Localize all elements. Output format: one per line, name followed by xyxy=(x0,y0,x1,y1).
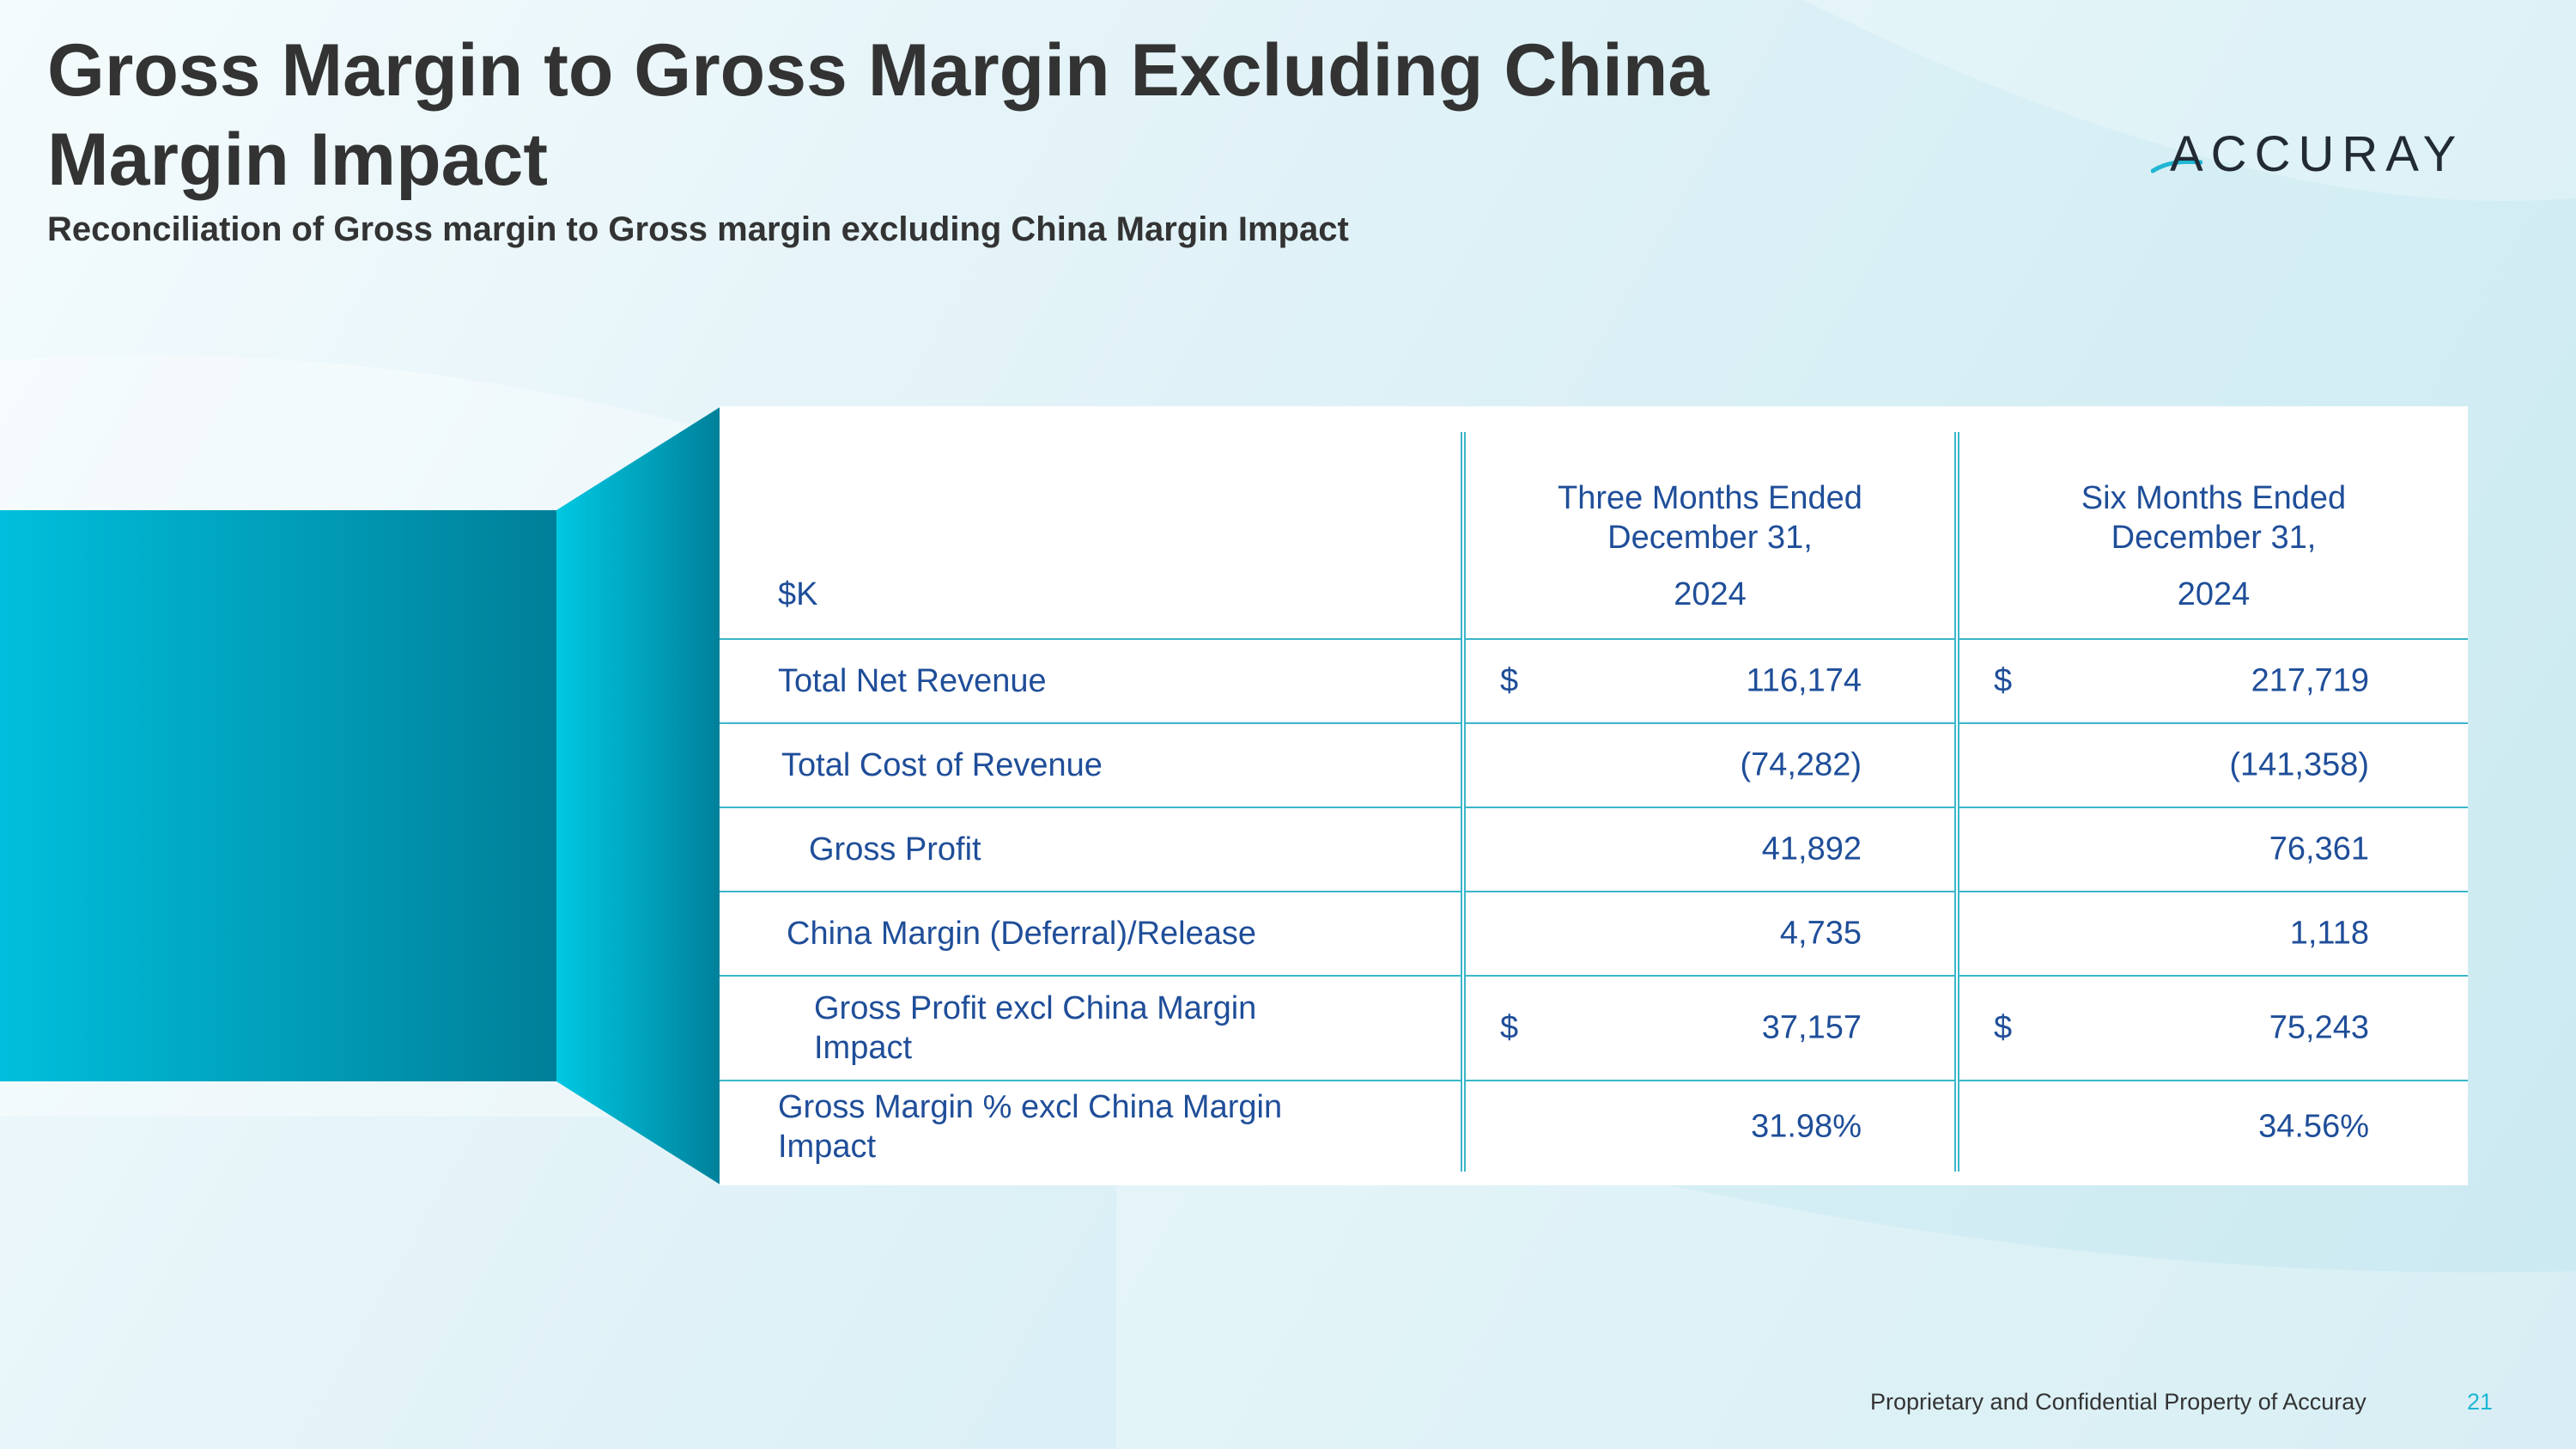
reconciliation-table: $K Three Months Ended December 31, 2024 … xyxy=(720,432,2468,1172)
value-cell: $ 217,719 xyxy=(1954,638,2468,723)
page-title: Gross Margin to Gross Margin Excluding C… xyxy=(47,29,1710,201)
value-cell: 1,118 xyxy=(1954,891,2468,976)
page-number: 21 xyxy=(2467,1389,2494,1415)
value: 75,243 xyxy=(2269,1009,2369,1046)
table-row: Gross Profit 41,892 76,361 xyxy=(720,807,2468,892)
unit-label: $K xyxy=(778,576,818,612)
value: (141,358) xyxy=(2229,746,2369,783)
column-header-line1: Six Months Ended xyxy=(2081,480,2347,516)
value-cell: 76,361 xyxy=(1954,807,2468,892)
value: 37,157 xyxy=(1761,1009,1862,1046)
table-header-row: $K Three Months Ended December 31, 2024 … xyxy=(720,432,2468,639)
table-row: Total Net Revenue $ 116,174 $ 217,719 xyxy=(720,638,2468,723)
column-header-line2: December 31, xyxy=(2111,520,2317,556)
value-cell: 34.56% xyxy=(1954,1080,2468,1172)
column-header-six-months: Six Months Ended December 31, 2024 xyxy=(1954,432,2468,639)
column-header-line2: December 31, xyxy=(1607,520,1813,556)
currency-symbol: $ xyxy=(1500,662,1519,699)
value-cell: 4,735 xyxy=(1461,891,1957,976)
value: 4,735 xyxy=(1779,915,1862,952)
column-header-three-months: Three Months Ended December 31, 2024 xyxy=(1461,432,1957,639)
page-subtitle: Reconciliation of Gross margin to Gross … xyxy=(47,210,1349,248)
value: 34.56% xyxy=(2258,1108,2369,1144)
value-cell: 41,892 xyxy=(1461,807,1957,892)
table-row: Gross Profit excl China Margin Impact $ … xyxy=(720,975,2468,1081)
value: 116,174 xyxy=(1746,662,1862,699)
row-label: Gross Margin % excl China Margin Impact xyxy=(720,1080,1463,1172)
row-label: China Margin (Deferral)/Release xyxy=(720,891,1463,976)
row-label: Total Cost of Revenue xyxy=(720,722,1463,807)
value: 41,892 xyxy=(1761,831,1862,868)
table-row: China Margin (Deferral)/Release 4,735 1,… xyxy=(720,891,2468,976)
decorative-prism xyxy=(0,406,721,1185)
currency-symbol: $ xyxy=(1994,662,2013,699)
value-cell: $ 37,157 xyxy=(1461,975,1957,1081)
value: (74,282) xyxy=(1740,746,1862,783)
value-cell: $ 116,174 xyxy=(1461,638,1957,723)
value-cell: 31.98% xyxy=(1461,1080,1957,1172)
value-cell: $ 75,243 xyxy=(1954,975,2468,1081)
value: 76,361 xyxy=(2269,831,2369,868)
value: 217,719 xyxy=(2251,662,2369,699)
value-cell: (141,358) xyxy=(1954,722,2468,807)
column-header-line1: Three Months Ended xyxy=(1558,480,1862,516)
currency-symbol: $ xyxy=(1500,1009,1519,1046)
logo-wordmark: ACCURAY xyxy=(2170,126,2464,182)
table-row: Total Cost of Revenue (74,282) (141,358) xyxy=(720,722,2468,807)
value: 31.98% xyxy=(1751,1108,1862,1144)
accuray-logo: ACCURAY xyxy=(2151,125,2460,185)
value-cell: (74,282) xyxy=(1461,722,1957,807)
row-label: Gross Profit excl China Margin Impact xyxy=(720,975,1463,1081)
confidentiality-footer: Proprietary and Confidential Property of… xyxy=(1870,1389,2366,1415)
table-row: Gross Margin % excl China Margin Impact … xyxy=(720,1080,2468,1172)
value: 1,118 xyxy=(2289,915,2369,952)
column-header-year: 2024 xyxy=(1674,576,1747,612)
column-header-year: 2024 xyxy=(2177,576,2251,612)
row-label: Gross Profit xyxy=(720,807,1463,892)
row-label: Total Net Revenue xyxy=(720,638,1463,723)
logo-swoosh-icon xyxy=(2151,159,2202,174)
currency-symbol: $ xyxy=(1994,1009,2013,1046)
reconciliation-table-card: $K Three Months Ended December 31, 2024 … xyxy=(720,406,2468,1185)
